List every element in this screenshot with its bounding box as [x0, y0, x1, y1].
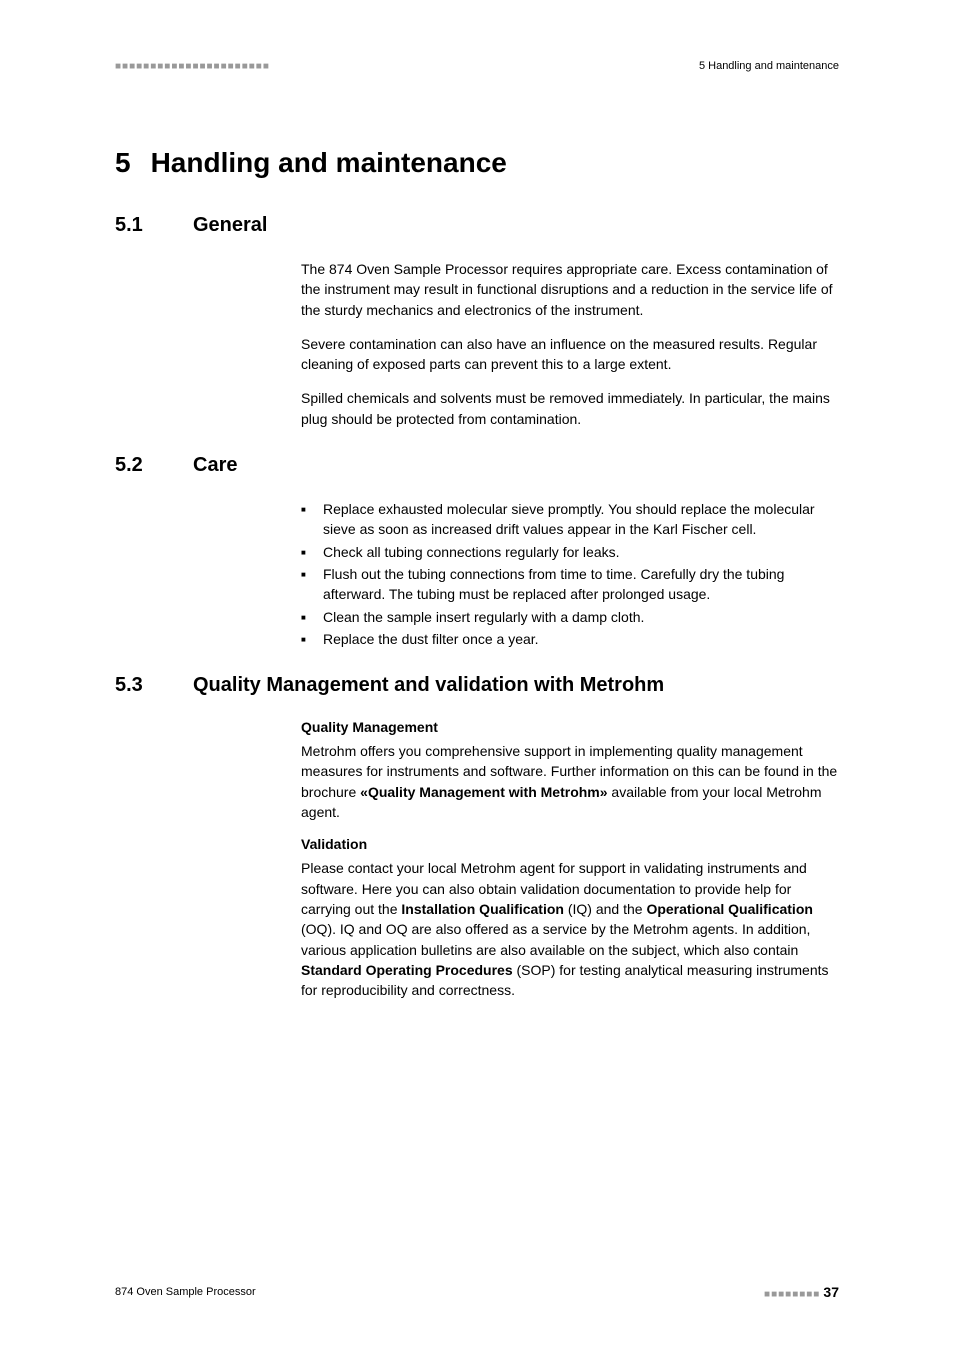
body-paragraph: Spilled chemicals and solvents must be r… — [301, 388, 839, 429]
section-title: General — [193, 214, 267, 237]
section-heading-row: 5.1 General — [115, 214, 839, 237]
section-title: Quality Management and validation with M… — [193, 674, 664, 697]
section-number: 5.2 — [115, 454, 193, 477]
bold-text-run: Operational Qualification — [646, 901, 812, 917]
text-run: (OQ). IQ and OQ are also offered as a se… — [301, 921, 810, 957]
footer-product-name: 874 Oven Sample Processor — [115, 1286, 256, 1298]
header-dashes: ■■■■■■■■■■■■■■■■■■■■■■ — [115, 61, 270, 72]
page-number: 37 — [823, 1284, 839, 1300]
bold-text-run: Installation Qualification — [401, 901, 564, 917]
chapter-number: 5 — [115, 147, 131, 179]
bold-text-run: Standard Operating Procedures — [301, 962, 513, 978]
subsection-title: Quality Management — [301, 719, 839, 735]
body-paragraph: Metrohm offers you comprehensive support… — [301, 741, 839, 822]
text-run: (IQ) and the — [564, 901, 646, 917]
footer-dashes: ■■■■■■■■ — [764, 1289, 820, 1300]
section-quality-management: 5.3 Quality Management and validation wi… — [115, 674, 839, 1000]
list-item: Replace exhausted molecular sieve prompt… — [301, 499, 839, 540]
chapter-title-text: Handling and maintenance — [151, 147, 507, 178]
page-footer: 874 Oven Sample Processor ■■■■■■■■ 37 — [115, 1284, 839, 1300]
section-heading-row: 5.3 Quality Management and validation wi… — [115, 674, 839, 697]
body-paragraph: Please contact your local Metrohm agent … — [301, 858, 839, 1000]
list-item: Replace the dust filter once a year. — [301, 629, 839, 649]
header-section-label: 5 Handling and maintenance — [699, 60, 839, 72]
section-general: 5.1 General The 874 Oven Sample Processo… — [115, 214, 839, 429]
body-paragraph: The 874 Oven Sample Processor requires a… — [301, 259, 839, 320]
chapter-title: 5 Handling and maintenance — [115, 147, 839, 179]
care-bullet-list: Replace exhausted molecular sieve prompt… — [301, 499, 839, 649]
section-title: Care — [193, 454, 237, 477]
footer-right: ■■■■■■■■ 37 — [764, 1284, 839, 1300]
list-item: Check all tubing connections regularly f… — [301, 542, 839, 562]
section-heading-row: 5.2 Care — [115, 454, 839, 477]
list-item: Flush out the tubing connections from ti… — [301, 564, 839, 605]
body-paragraph: Severe contamination can also have an in… — [301, 334, 839, 375]
subsection-title: Validation — [301, 836, 839, 852]
page-header: ■■■■■■■■■■■■■■■■■■■■■■ 5 Handling and ma… — [115, 60, 839, 72]
section-number: 5.1 — [115, 214, 193, 237]
list-item: Clean the sample insert regularly with a… — [301, 607, 839, 627]
bold-text-run: «Quality Management with Metrohm» — [360, 784, 607, 800]
section-number: 5.3 — [115, 674, 193, 697]
section-care: 5.2 Care Replace exhausted molecular sie… — [115, 454, 839, 649]
